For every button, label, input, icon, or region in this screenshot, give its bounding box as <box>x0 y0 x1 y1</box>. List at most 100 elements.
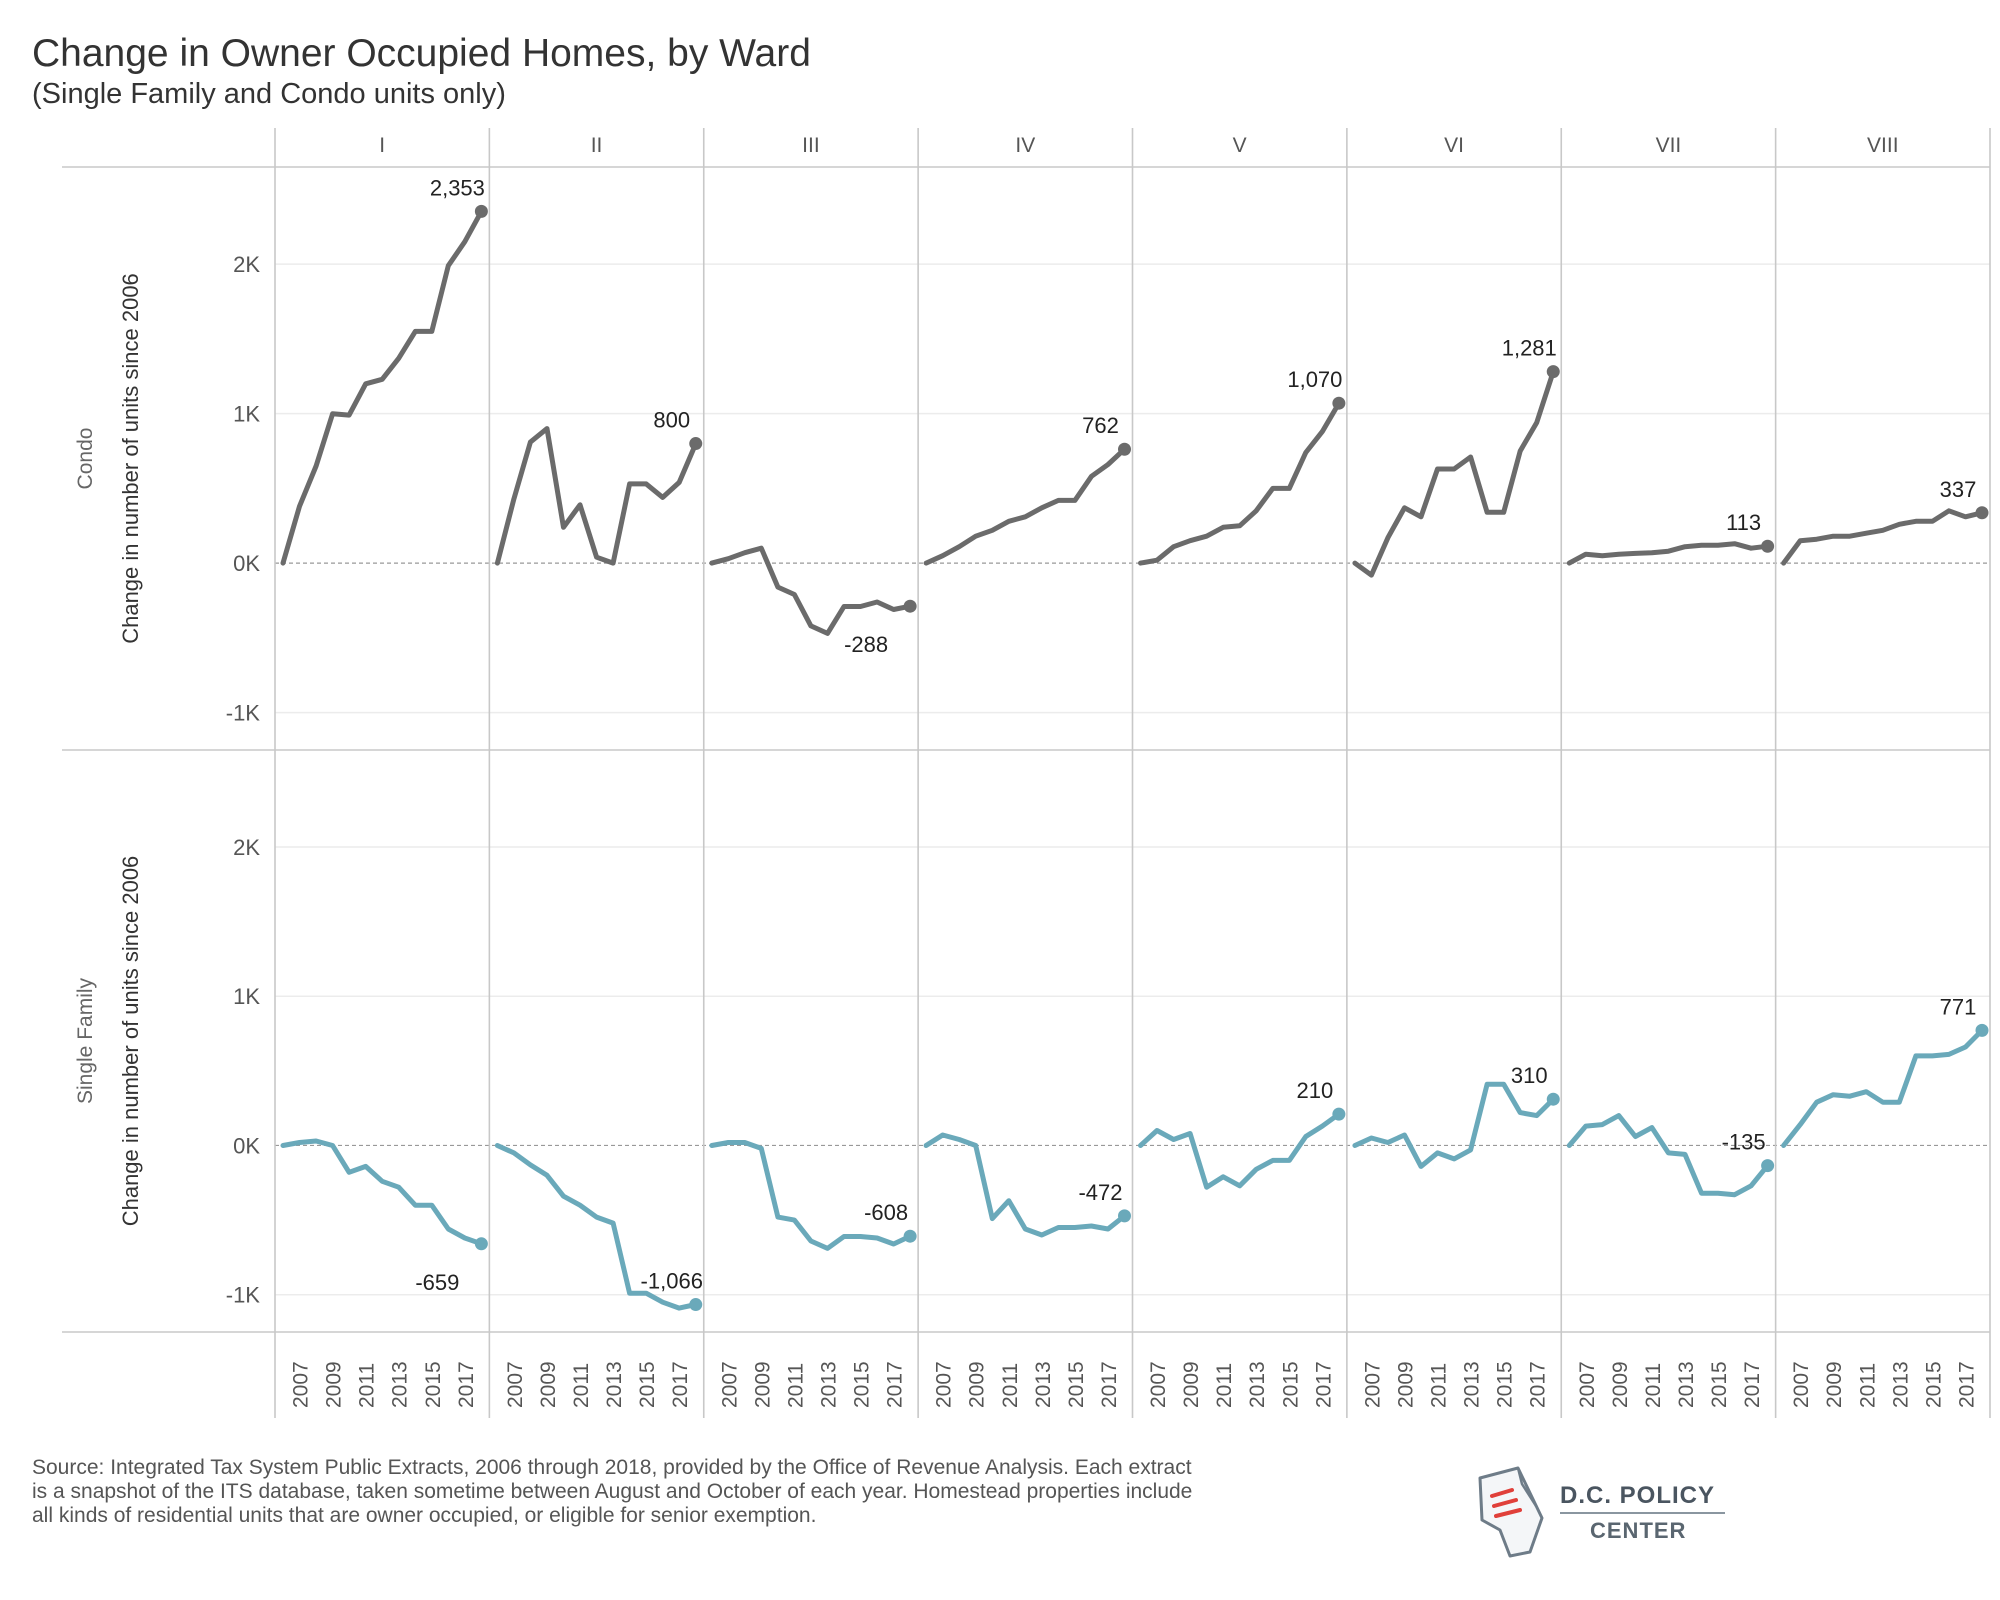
x-tick-label: 2011 <box>1642 1363 1665 1408</box>
y-tick-label: 0K <box>233 551 260 576</box>
x-tick-label: 2007 <box>718 1361 741 1408</box>
x-tick-label: 2007 <box>1576 1361 1599 1408</box>
series-end-label: 1,070 <box>1287 367 1342 392</box>
x-tick-label: 2011 <box>1213 1363 1236 1408</box>
series-line <box>709 545 913 636</box>
dc-map-document-icon <box>1478 1466 1544 1558</box>
x-tick-label: 2011 <box>1856 1363 1879 1408</box>
x-tick-label: 2007 <box>1147 1361 1170 1408</box>
chart-subtitle: (Single Family and Condo units only) <box>32 78 506 110</box>
ward-header: VII <box>1656 134 1682 157</box>
series-end-label: -608 <box>864 1200 908 1225</box>
series-end-label: 762 <box>1082 413 1119 438</box>
series-end-label: 337 <box>1940 477 1977 502</box>
ward-header: I <box>379 134 385 157</box>
series-line <box>1352 1081 1556 1169</box>
y-tick-label: -1K <box>226 1283 261 1308</box>
dc-policy-center-logo: D.C. POLICY CENTER <box>1470 1460 1730 1560</box>
row-label: Condo <box>74 428 97 490</box>
x-tick-label: 2015 <box>1279 1361 1302 1408</box>
x-tick-label: 2007 <box>1790 1361 1813 1408</box>
x-tick-label: 2011 <box>356 1363 379 1408</box>
x-tick-label: 2015 <box>851 1361 874 1408</box>
ward-header: VIII <box>1867 134 1899 157</box>
x-tick-label: 2009 <box>323 1361 346 1408</box>
logo-rule <box>1560 1512 1725 1514</box>
chart-title: Change in Owner Occupied Homes, by Ward <box>32 32 811 75</box>
series-line <box>280 1138 484 1247</box>
series-endpoint <box>1761 1159 1775 1173</box>
ward-header: VI <box>1444 134 1464 157</box>
logo-text-line1: D.C. POLICY <box>1560 1482 1716 1509</box>
y-axis-title: Change in number of units since 2006 <box>118 856 143 1227</box>
x-tick-label: 2017 <box>1312 1361 1335 1408</box>
series-end-label: -659 <box>415 1270 459 1295</box>
x-tick-label: 2013 <box>817 1361 840 1408</box>
series-line <box>1566 1113 1771 1198</box>
x-tick-label: 2013 <box>1675 1361 1698 1408</box>
x-tick-label: 2015 <box>1708 1361 1731 1408</box>
series-line <box>1138 400 1342 566</box>
x-tick-label: 2017 <box>1741 1361 1764 1408</box>
series-line <box>494 1143 699 1311</box>
series-line <box>1566 541 1771 566</box>
x-tick-label: 2013 <box>1889 1361 1912 1408</box>
x-tick-label: 2011 <box>784 1363 807 1408</box>
series-endpoint <box>1332 1107 1346 1121</box>
x-tick-label: 2017 <box>1098 1361 1121 1408</box>
logo-text-line2: CENTER <box>1590 1518 1687 1543</box>
x-tick-label: 2009 <box>537 1361 560 1408</box>
x-tick-label: 2013 <box>1246 1361 1269 1408</box>
x-tick-label: 2007 <box>1361 1361 1384 1408</box>
series-endpoint <box>689 437 703 451</box>
x-tick-label: 2007 <box>504 1361 527 1408</box>
series-line <box>494 426 699 566</box>
x-tick-label: 2009 <box>1394 1361 1417 1408</box>
ward-header: IV <box>1015 134 1035 157</box>
x-tick-label: 2009 <box>1823 1361 1846 1408</box>
ward-header: III <box>802 134 820 157</box>
series-line <box>1138 1111 1342 1190</box>
x-tick-label: 2013 <box>1461 1361 1484 1408</box>
x-tick-label: 2015 <box>636 1361 659 1408</box>
x-tick-label: 2015 <box>1494 1361 1517 1408</box>
x-tick-label: 2015 <box>422 1361 445 1408</box>
y-tick-label: -1K <box>226 701 261 726</box>
y-tick-label: 1K <box>233 984 260 1009</box>
y-tick-label: 2K <box>233 835 260 860</box>
series-end-label: 1,281 <box>1502 336 1557 361</box>
series-line <box>1781 508 1985 566</box>
x-tick-label: 2015 <box>1922 1361 1945 1408</box>
series-endpoint <box>689 1298 703 1312</box>
series-end-label: -135 <box>1722 1130 1766 1155</box>
x-tick-label: 2013 <box>1032 1361 1055 1408</box>
series-endpoint <box>1118 442 1131 456</box>
x-tick-label: 2017 <box>669 1361 692 1408</box>
series-endpoint <box>903 599 917 613</box>
series-line <box>923 1132 1127 1238</box>
series-line <box>709 1140 913 1251</box>
x-tick-label: 2009 <box>751 1361 774 1408</box>
x-tick-label: 2013 <box>603 1361 626 1408</box>
series-endpoint <box>1118 1209 1131 1223</box>
x-tick-label: 2011 <box>570 1363 593 1408</box>
series-end-label: 310 <box>1511 1063 1548 1088</box>
series-end-label: -1,066 <box>641 1269 703 1294</box>
series-end-label: 210 <box>1297 1078 1334 1103</box>
x-tick-label: 2017 <box>455 1361 478 1408</box>
series-end-label: -472 <box>1078 1180 1122 1205</box>
row-label: Single Family <box>74 977 97 1104</box>
series-line <box>280 208 484 566</box>
series-endpoint <box>1546 1092 1560 1106</box>
y-tick-label: 0K <box>233 1133 260 1158</box>
x-tick-label: 2017 <box>1527 1361 1550 1408</box>
x-tick-label: 2017 <box>884 1361 907 1408</box>
series-end-label: 2,353 <box>430 175 485 200</box>
series-endpoint <box>1332 396 1346 410</box>
y-tick-label: 1K <box>233 402 260 427</box>
source-note: Source: Integrated Tax System Public Ext… <box>32 1456 1193 1527</box>
ward-header: V <box>1233 134 1247 157</box>
series-end-label: -288 <box>844 632 888 657</box>
y-tick-label: 2K <box>233 252 260 277</box>
